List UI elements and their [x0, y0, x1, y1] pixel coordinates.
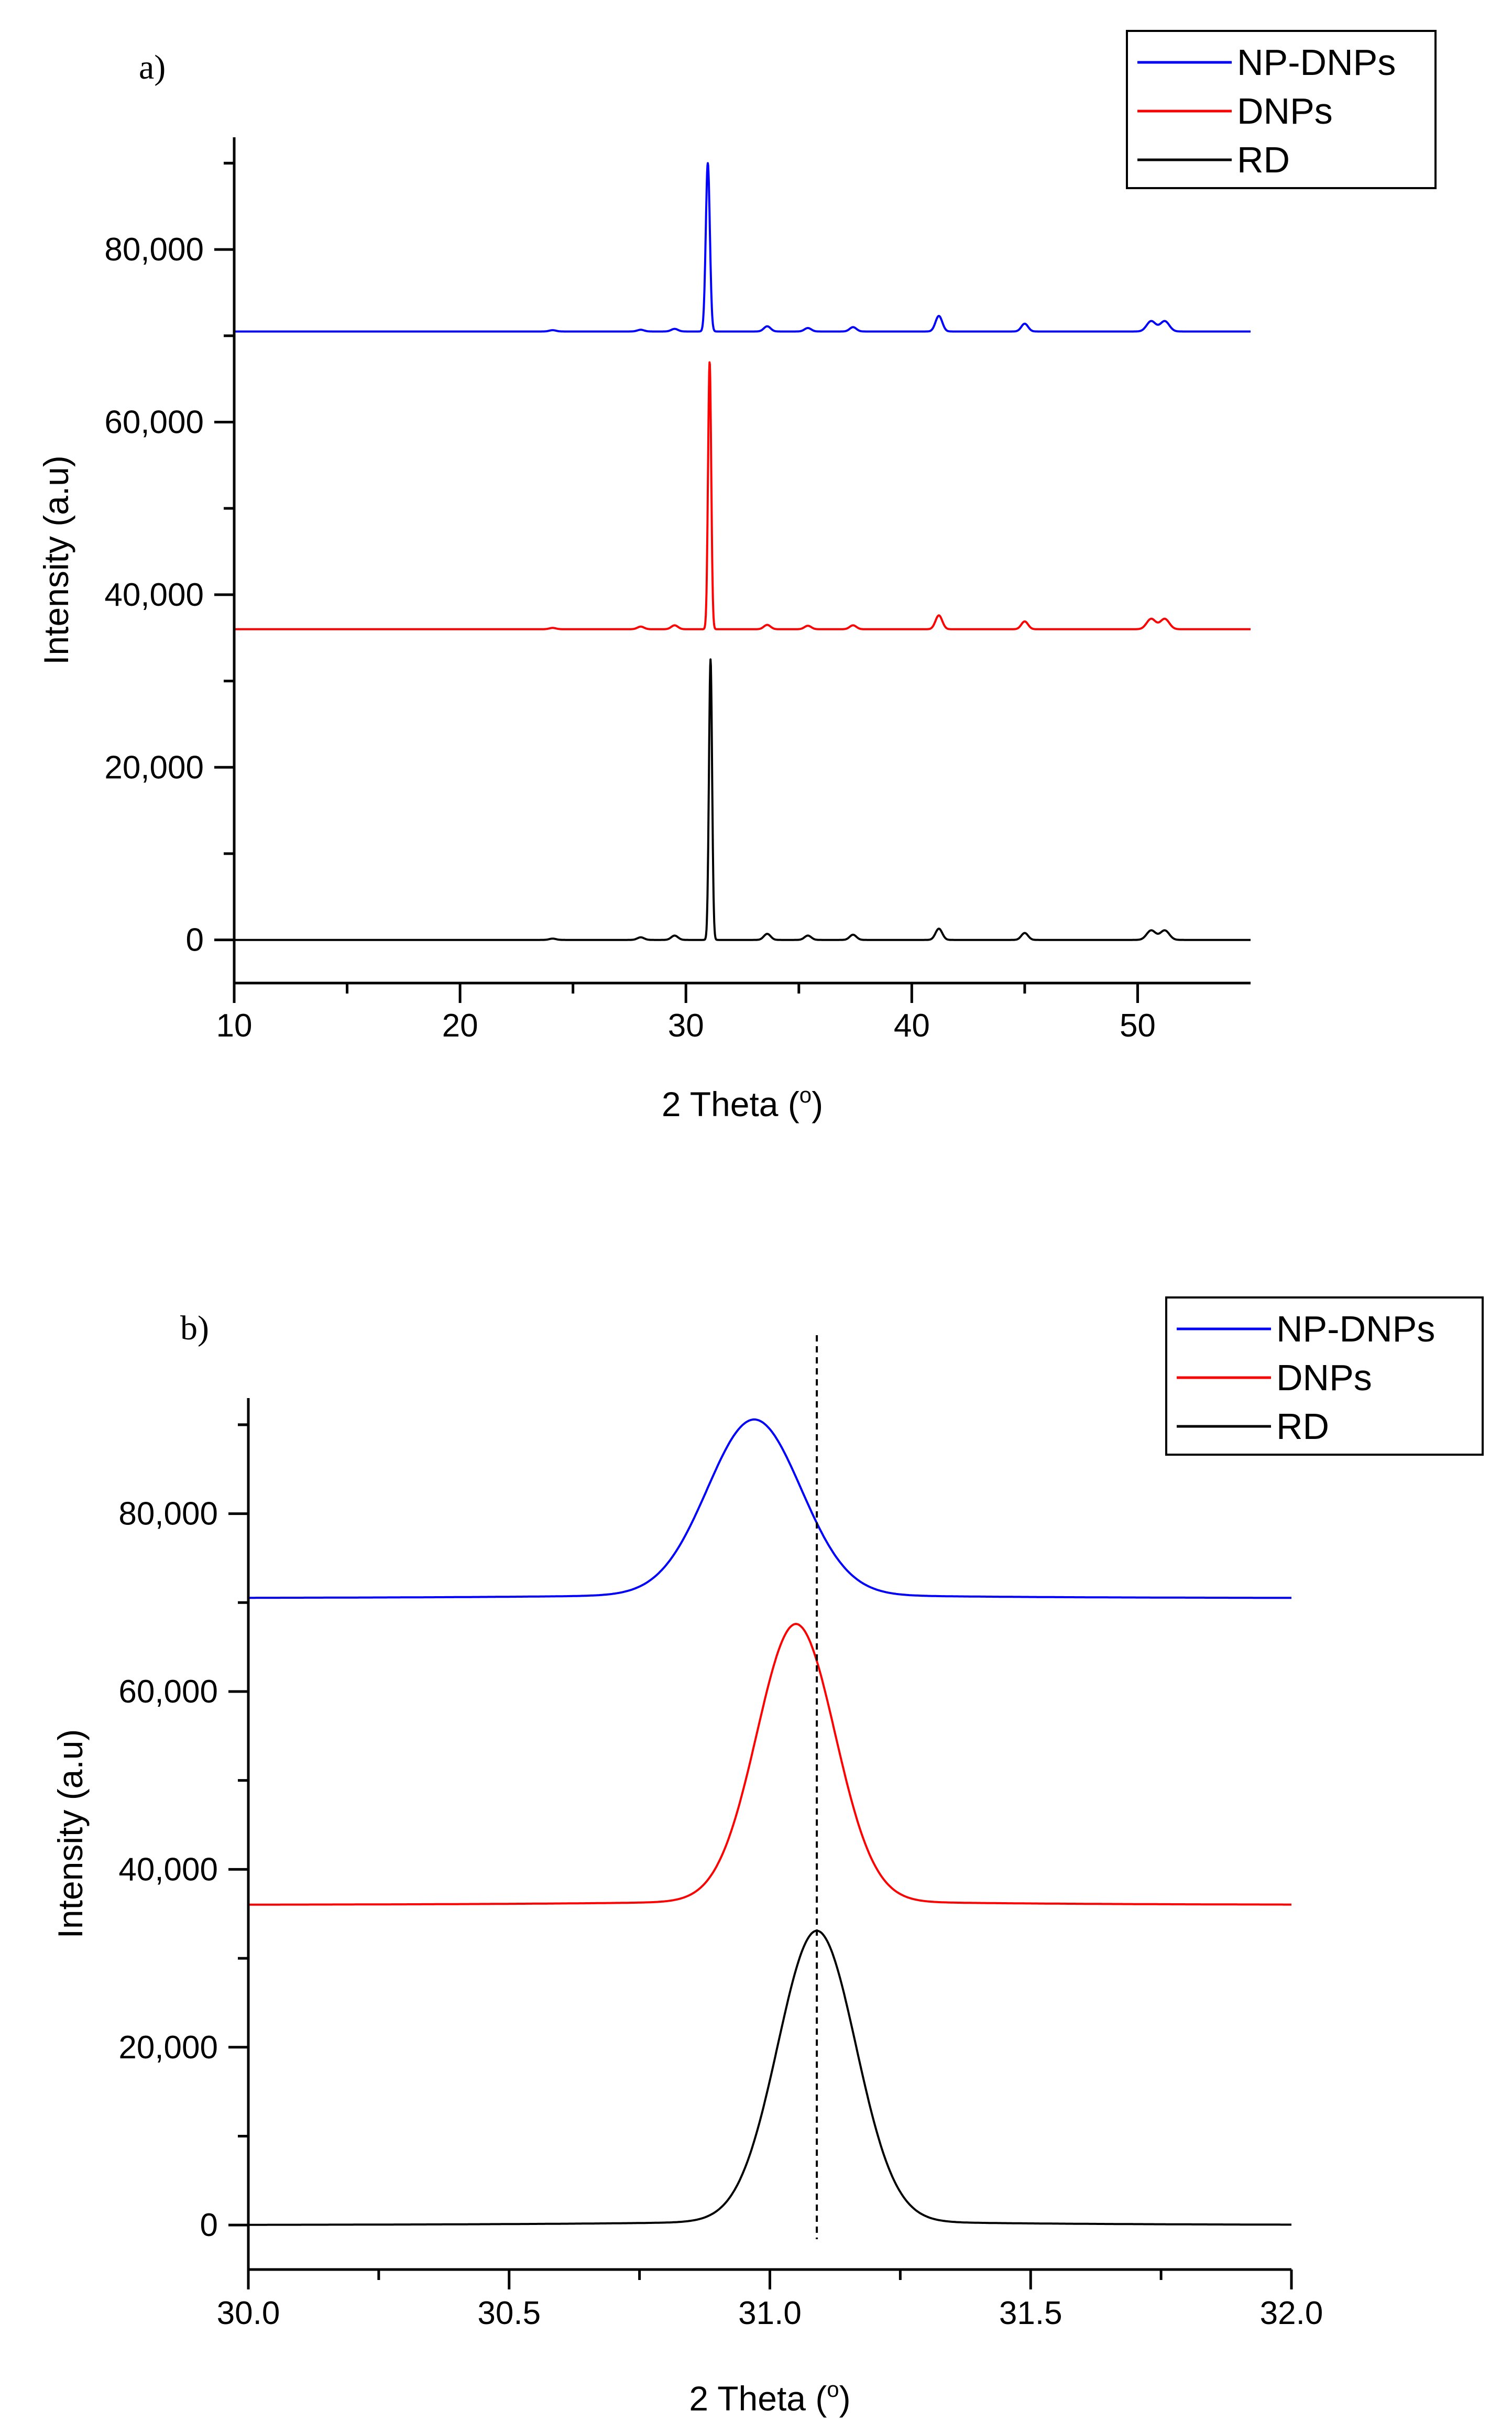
x-tick-label: 50 — [1120, 1008, 1156, 1044]
x-axis-title-text: 2 Theta ( — [662, 1085, 799, 1123]
degree-superscript: o — [799, 1083, 812, 1107]
x-tick-label: 31.0 — [738, 2295, 802, 2331]
x-tick-label: 31.5 — [999, 2295, 1062, 2331]
y-tick-label: 40,000 — [118, 1851, 218, 1888]
y-tick-label: 0 — [200, 2207, 218, 2243]
x-axis-title-close: ) — [812, 1085, 823, 1123]
y-tick-label: 20,000 — [104, 749, 204, 785]
y-tick-label: 60,000 — [118, 1674, 218, 1710]
series-line-dnps — [248, 1623, 1291, 1906]
legend-label-dnps: DNPs — [1276, 1357, 1372, 1398]
y-tick-label: 20,000 — [118, 2030, 218, 2066]
series-line-np-dnps — [248, 1418, 1291, 1599]
panel-label: b) — [180, 1309, 209, 1347]
series-line-rd — [248, 1929, 1291, 2226]
x-tick-label: 30.0 — [217, 2295, 280, 2331]
y-tick-label: 80,000 — [104, 232, 204, 268]
y-tick-label: 0 — [186, 922, 204, 958]
y-tick-label: 80,000 — [118, 1496, 218, 1532]
x-tick-label: 10 — [216, 1008, 253, 1044]
x-axis-title: 2 Theta (o) — [662, 1083, 823, 1123]
legend: NP-DNPs DNPs RD — [1165, 1296, 1484, 1456]
legend-label-rd: RD — [1276, 1406, 1329, 1447]
legend-label-np-dnps: NP-DNPs — [1276, 1308, 1435, 1349]
legend-box — [1165, 1296, 1484, 1456]
x-axis-title-text: 2 Theta ( — [689, 2379, 827, 2418]
x-tick-label: 32.0 — [1260, 2295, 1323, 2331]
x-tick-label: 20 — [442, 1008, 478, 1044]
y-tick-label: 40,000 — [104, 577, 204, 613]
y-tick-label: 60,000 — [104, 404, 204, 440]
legend-label-np-dnps: NP-DNPs — [1237, 42, 1396, 83]
legend: NP-DNPs DNPs RD — [1126, 30, 1437, 189]
y-axis-title: Intensity (a.u) — [51, 1729, 90, 1939]
x-axis-title-close: ) — [839, 2379, 851, 2418]
series-line-rd — [233, 658, 1252, 941]
x-axis-title: 2 Theta (o) — [689, 2377, 850, 2418]
legend-label-rd: RD — [1237, 139, 1290, 180]
series-line-dnps — [233, 361, 1252, 630]
x-tick-label: 30 — [668, 1008, 704, 1044]
legend-box — [1126, 30, 1437, 189]
series-line-np-dnps — [233, 162, 1252, 333]
legend-label-dnps: DNPs — [1237, 91, 1333, 132]
degree-superscript: o — [827, 2377, 839, 2402]
y-axis-title: Intensity (a.u) — [37, 455, 75, 665]
chart-panel-a: a) 0 20,000 40,000 60,000 80,000 10 20 30 40 50 2 T… — [37, 30, 1437, 1123]
x-tick-label: 40 — [894, 1008, 930, 1044]
x-tick-label: 30.5 — [477, 2295, 541, 2331]
panel-label: a) — [139, 48, 166, 86]
chart-panel-b: b) 0 20,000 40,000 60,000 80,000 30.0 30.5 31.0 3… — [51, 1296, 1484, 2418]
